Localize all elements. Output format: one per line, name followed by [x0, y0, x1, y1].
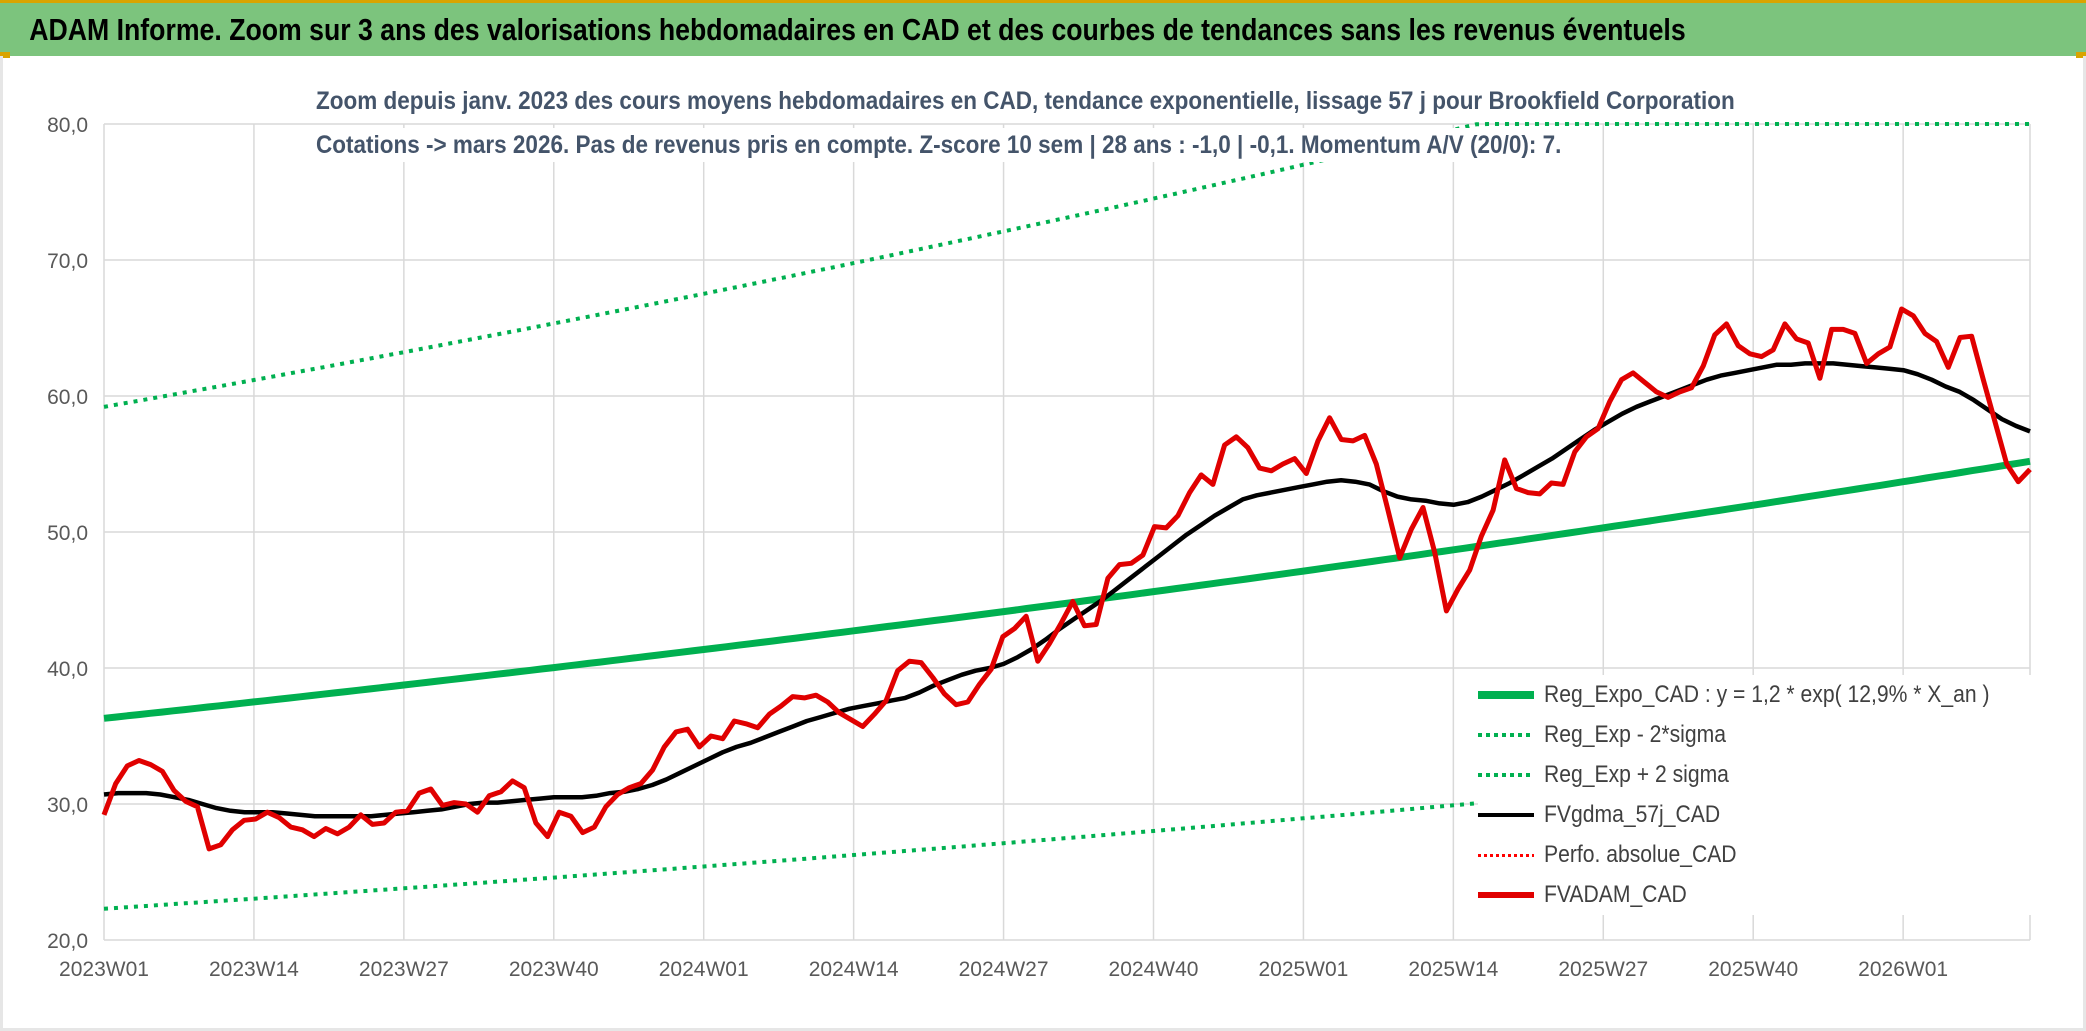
chart-frame — [0, 56, 2086, 1031]
y-tick-label: 30,0 — [47, 794, 88, 817]
page-title: ADAM Informe. Zoom sur 3 ans des valoris… — [29, 11, 1686, 47]
corner-accent-right — [2076, 52, 2086, 58]
legend-label: Perfo. absolue_CAD — [1544, 841, 1737, 868]
x-tick-label: 2024W01 — [659, 958, 749, 981]
legend-item-fvadam: FVADAM_CAD — [1478, 875, 2050, 915]
legend-swatch — [1478, 853, 1534, 857]
x-tick-label: 2025W40 — [1708, 958, 1798, 981]
series-fvgdma-57j-cad — [103, 361, 2031, 819]
legend-label: FVADAM_CAD — [1544, 881, 1687, 908]
x-tick-label: 2026W01 — [1858, 958, 1948, 981]
x-tick-label: 2024W14 — [809, 958, 899, 981]
legend-item-reg-minus: Reg_Exp - 2*sigma — [1478, 715, 2050, 755]
legend-label: Reg_Exp - 2*sigma — [1544, 721, 1726, 748]
x-tick-label: 2023W40 — [509, 958, 599, 981]
legend-item-reg-plus: Reg_Exp + 2 sigma — [1478, 755, 2050, 795]
series-reg-expo-cad — [103, 457, 2031, 722]
y-tick-label: 80,0 — [47, 114, 88, 137]
legend-item-perfo: Perfo. absolue_CAD — [1478, 835, 2050, 875]
y-tick-label: 40,0 — [47, 658, 88, 681]
y-tick-label: 50,0 — [47, 522, 88, 545]
x-tick-label: 2025W27 — [1558, 958, 1648, 981]
x-tick-label: 2024W40 — [1109, 958, 1199, 981]
x-tick-label: 2023W14 — [209, 958, 299, 981]
legend-label: Reg_Exp + 2 sigma — [1544, 761, 1729, 788]
series-fvadam-cad — [101, 306, 2032, 852]
x-axis-ticks: 2023W01 2023W14 2023W27 2023W40 2024W01 2024W… — [59, 958, 1948, 981]
y-axis-ticks: 20,0 30,0 40,0 50,0 60,0 70,0 80,0 — [47, 114, 88, 953]
legend-label: Reg_Expo_CAD : y = 1,2 * exp( 12,9% * X_… — [1544, 681, 1990, 708]
chart-title-line-1: Zoom depuis janv. 2023 des cours moyens … — [316, 84, 1735, 118]
chart-legend: Reg_Expo_CAD : y = 1,2 * exp( 12,9% * X_… — [1478, 675, 2051, 915]
y-tick-label: 20,0 — [47, 930, 88, 953]
y-tick-label: 60,0 — [47, 386, 88, 409]
legend-swatch — [1478, 691, 1534, 699]
legend-swatch — [1478, 733, 1534, 737]
legend-item-fvgdma: FVgdma_57j_CAD — [1478, 795, 2050, 835]
legend-swatch — [1478, 892, 1534, 898]
legend-item-reg-expo: Reg_Expo_CAD : y = 1,2 * exp( 12,9% * X_… — [1478, 675, 2050, 715]
x-tick-label: 2023W01 — [59, 958, 149, 981]
series-reg-exp-plus-2sigma — [103, 122, 2030, 409]
x-tick-label: 2025W14 — [1408, 958, 1498, 981]
chart-title-line-2: Cotations -> mars 2026. Pas de revenus p… — [316, 128, 1561, 162]
x-tick-label: 2023W27 — [359, 958, 449, 981]
legend-label: FVgdma_57j_CAD — [1544, 801, 1721, 828]
series-group — [101, 122, 2032, 911]
x-tick-label: 2024W27 — [959, 958, 1049, 981]
page-header: ADAM Informe. Zoom sur 3 ans des valoris… — [0, 0, 2086, 56]
legend-swatch — [1478, 813, 1534, 817]
y-tick-label: 70,0 — [47, 250, 88, 273]
corner-accent-left — [0, 52, 10, 58]
x-tick-label: 2025W01 — [1258, 958, 1348, 981]
legend-swatch — [1478, 773, 1534, 777]
